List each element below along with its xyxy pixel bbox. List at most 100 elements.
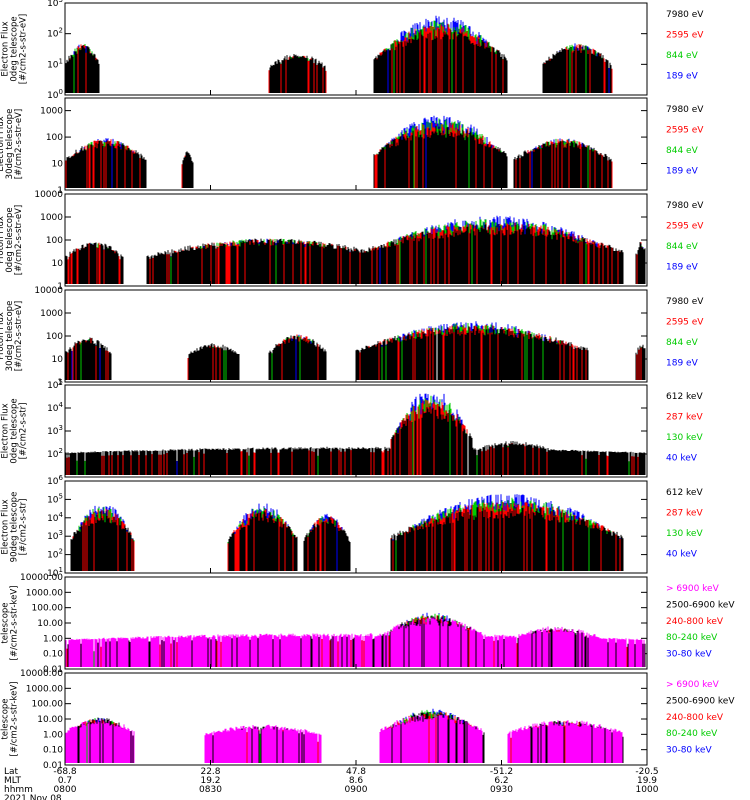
y-tick-label: 10000 — [34, 190, 63, 200]
legend-entry: 7980 eV — [666, 105, 704, 115]
legend-entry: 80-240 keV — [666, 729, 718, 739]
x-tick-lat: 22.8 — [200, 767, 220, 777]
y-tick-label: 104 — [47, 401, 63, 414]
y-tick-label: 1 — [57, 282, 63, 292]
y-tick-label: 103 — [47, 0, 63, 9]
legend-entry: 40 keV — [666, 454, 698, 464]
y-axis-label-line: TED — [0, 40, 2, 59]
legend-entry: 844 eV — [666, 242, 699, 252]
x-tick-mlt: 19.9 — [637, 776, 657, 786]
legend-entry: 2595 eV — [666, 222, 704, 232]
y-tick-label: 100.00 — [32, 604, 64, 614]
legend-entry: 287 keV — [666, 509, 703, 519]
y-tick-label: 0.01 — [43, 761, 63, 771]
y-tick-label: 100.00 — [32, 700, 64, 710]
y-axis-label-line: MEPED — [0, 512, 2, 542]
y-tick-label: 100 — [46, 236, 63, 246]
x-tick-hhmm: 1000 — [636, 785, 659, 795]
y-axis-label-line: 30deg telescope — [5, 301, 15, 372]
legend-entry: 7980 eV — [666, 10, 704, 20]
y-axis-label-line: [#/cm2-s-str-eV] — [14, 301, 24, 371]
legend-entry: 189 eV — [666, 72, 699, 82]
legend-entry: 612 keV — [666, 392, 703, 402]
y-axis-label-line: 0deg telescope — [10, 16, 20, 81]
legend-entry: 2595 eV — [666, 318, 704, 328]
y-axis-label: Proton Flux30deg telescope[#/cm2-s-str-e… — [0, 301, 24, 372]
x-tick-hhmm: 0900 — [345, 785, 368, 795]
series-trace — [65, 406, 646, 475]
x-tick-hhmm: 0800 — [54, 785, 77, 795]
series-trace — [65, 20, 613, 93]
y-tick-label: 0.10 — [43, 650, 63, 660]
y-tick-label: 10 — [52, 355, 64, 365]
y-tick-label: 1.00 — [43, 634, 63, 644]
legend-entry: 2595 eV — [666, 126, 704, 136]
y-axis-label-line: Electron Flux — [1, 499, 11, 554]
y-tick-label: 102 — [47, 447, 63, 460]
x-tick-mlt: 19.2 — [200, 776, 220, 786]
legend-entry: 189 eV — [666, 167, 699, 177]
legend-entry: > 6900 keV — [666, 680, 720, 690]
series-trace — [65, 29, 612, 93]
y-axis-label-line: 90deg telescope — [10, 492, 20, 563]
legend-entry: 189 eV — [666, 359, 699, 369]
series-trace — [65, 616, 645, 667]
series-trace — [65, 714, 623, 763]
legend-entry: 130 keV — [666, 529, 703, 539]
y-tick-label: 10.00 — [37, 619, 63, 629]
y-tick-label: 1 — [57, 378, 63, 388]
y-tick-label: 105 — [47, 378, 63, 391]
y-tick-label: 103 — [47, 529, 63, 542]
series-trace — [65, 122, 613, 188]
y-axis-label: telescope[#/cm2-s-str-keV] — [1, 682, 20, 757]
y-tick-label: 1000 — [40, 107, 63, 117]
y-axis-label: MEPEDElectron Flux90deg telescope[#/cm2-… — [0, 492, 29, 563]
y-tick-label: 101 — [47, 57, 63, 70]
y-tick-label: 100 — [46, 133, 63, 143]
y-tick-label: 10 — [52, 160, 64, 170]
y-tick-label: 105 — [47, 492, 63, 505]
y-tick-label: 101 — [47, 566, 63, 579]
series-trace — [66, 23, 613, 93]
y-tick-label: 102 — [47, 548, 63, 561]
legend-entry: 844 eV — [666, 338, 699, 348]
x-tick-lat: -68.8 — [53, 767, 77, 777]
y-axis-label-line: Proton Flux — [0, 216, 6, 264]
legend-entry: 40 keV — [666, 550, 698, 560]
y-axis-label: MEPEDElectron Flux0deg telescope[#/cm2-s… — [0, 398, 29, 463]
y-axis-label: TEDElectron Flux0deg telescope[#/cm2-s-s… — [0, 14, 29, 84]
legend-entry: 2595 eV — [666, 31, 704, 41]
legend-entry: 240-800 keV — [666, 617, 724, 627]
x-axis-row-label: Lat — [4, 767, 19, 777]
y-axis-label-line: Electron Flux — [0, 116, 6, 171]
y-tick-label: 1.00 — [43, 730, 63, 740]
y-axis-label-line: telescope — [1, 602, 11, 643]
date-label: 2021 Nov 08 — [4, 794, 62, 800]
y-tick-label: 10000.00 — [20, 573, 63, 583]
panel-1-plot: 100 101 102 103 TEDElectron Flux0deg telesco… — [0, 0, 704, 101]
legend-entry: 30-80 keV — [666, 746, 712, 756]
x-tick-mlt: 0.7 — [58, 776, 72, 786]
series-trace — [65, 326, 646, 380]
y-tick-label: 10 — [52, 259, 64, 269]
y-axis-label: Electron Flux30deg telescope[#/cm2-s-str… — [0, 109, 24, 180]
y-tick-label: 10.00 — [37, 715, 63, 725]
y-tick-label: 10000 — [34, 286, 63, 296]
series-trace — [70, 506, 624, 571]
y-tick-label: 1 — [57, 186, 63, 196]
x-tick-mlt: 6.2 — [494, 776, 508, 786]
series-trace — [66, 125, 612, 188]
y-axis-label-line: 0deg telescope — [5, 207, 15, 272]
x-axis-row-label: MLT — [4, 776, 22, 786]
panel-4-plot: 1 10 100 1000 10000 Proton Flux30deg telescop… — [0, 286, 704, 388]
y-tick-label: 1000 — [40, 309, 63, 319]
legend-entry: 7980 eV — [666, 297, 704, 307]
series-trace — [65, 15, 611, 93]
y-tick-label: 1000.00 — [26, 684, 63, 694]
panel-3-plot: 1 10 100 1000 10000 Proton Flux0deg telescope… — [0, 190, 704, 292]
legend-entry: 844 eV — [666, 51, 699, 61]
x-tick-mlt: 8.6 — [349, 776, 364, 786]
y-tick-label: 10000.00 — [20, 669, 63, 679]
panel-8-plot: 0.010.101.0010.00100.001000.0010000.00te… — [1, 669, 736, 771]
